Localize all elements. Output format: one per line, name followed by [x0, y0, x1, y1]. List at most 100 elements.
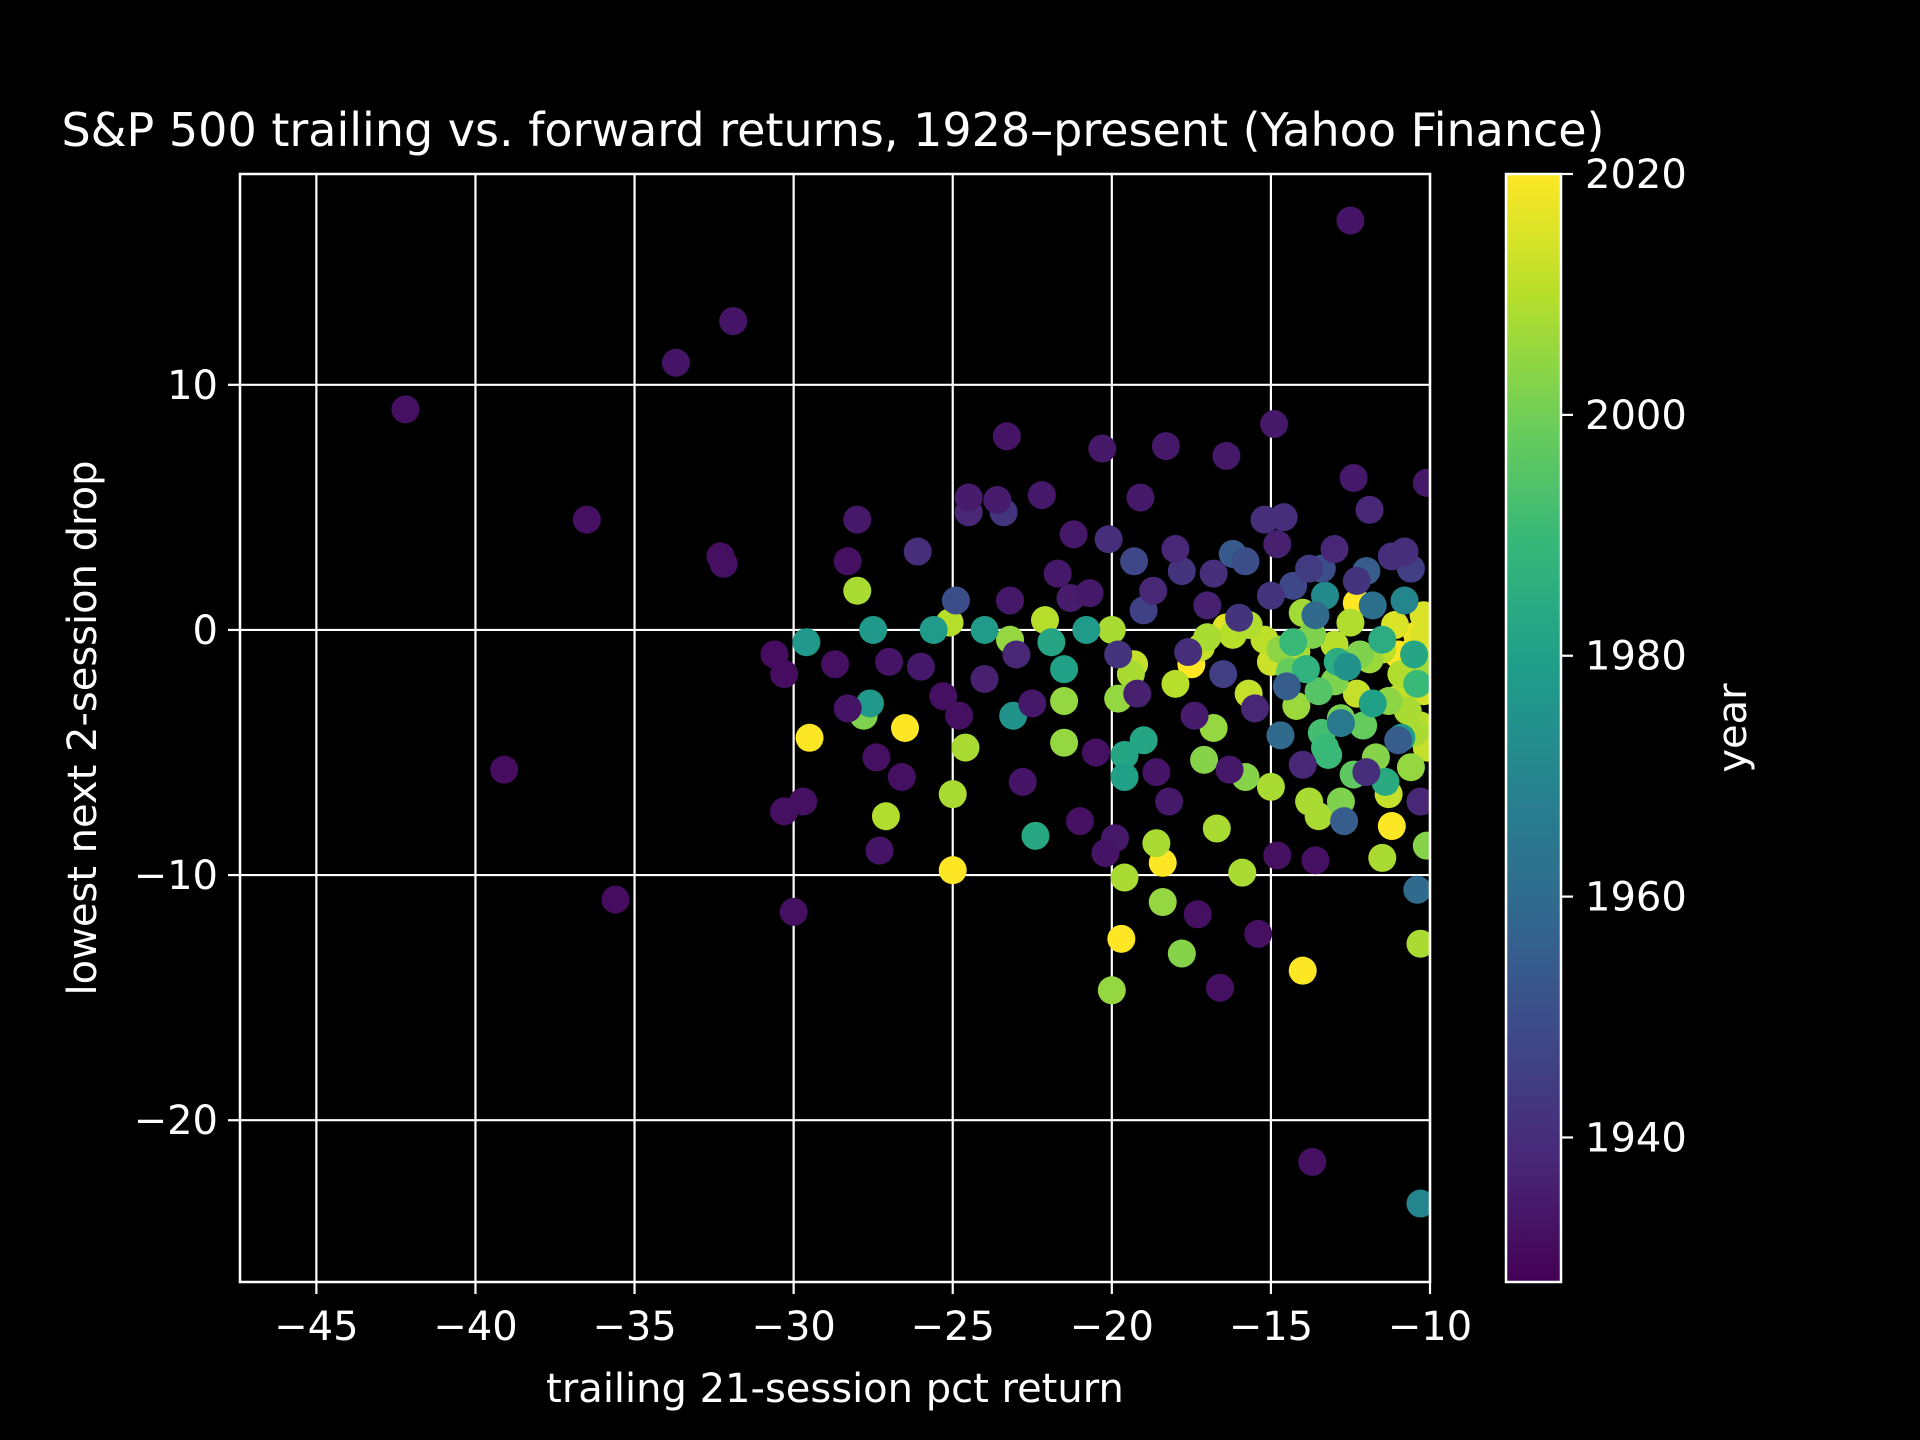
data-point: [1406, 787, 1430, 816]
y-tick-label: −10: [134, 853, 218, 899]
data-point: [1081, 738, 1110, 767]
data-point: [856, 689, 884, 718]
data-point: [1291, 655, 1320, 684]
data-point: [1301, 601, 1330, 630]
data-point: [938, 780, 967, 809]
data-point: [1288, 956, 1317, 985]
x-tick-label: −35: [592, 1304, 676, 1350]
data-point: [1225, 603, 1254, 632]
data-point: [887, 763, 916, 792]
data-point: [1018, 689, 1047, 718]
y-tick-label: −20: [134, 1098, 218, 1144]
data-point: [1031, 606, 1059, 635]
data-point: [951, 733, 980, 762]
data-point: [1075, 579, 1104, 608]
y-axis-ticks: −20 −10 0 10: [134, 363, 240, 1144]
data-point: [1155, 787, 1184, 816]
data-point: [1358, 591, 1387, 620]
x-tick-label: −10: [1388, 1304, 1472, 1350]
data-point: [1148, 888, 1177, 917]
data-point: [1037, 628, 1066, 657]
plot-frame: [238, 172, 1432, 1284]
x-tick-label: −40: [433, 1304, 517, 1350]
colorbar-tick-label: 1960: [1585, 875, 1687, 921]
data-point: [789, 787, 818, 816]
data-point: [1403, 875, 1430, 904]
data-point: [792, 628, 821, 657]
data-point: [903, 537, 932, 566]
data-point: [919, 615, 948, 644]
data-point: [954, 483, 983, 512]
x-tick-label: −15: [1229, 1304, 1313, 1350]
data-point: [1279, 628, 1308, 657]
data-point: [821, 650, 849, 679]
data-point: [1193, 623, 1222, 652]
data-point: [1355, 495, 1384, 524]
data-point: [601, 885, 630, 914]
data-point: [1400, 640, 1429, 669]
data-point: [843, 576, 872, 605]
x-tick-label: −20: [1070, 1304, 1154, 1350]
data-point: [1295, 554, 1324, 583]
data-point: [1358, 689, 1387, 718]
data-point: [1174, 638, 1203, 667]
data-point: [1228, 858, 1257, 887]
data-point: [983, 486, 1012, 515]
data-point: [1241, 694, 1269, 723]
colorbar-frame: [1504, 172, 1563, 1284]
data-point: [1256, 581, 1285, 610]
x-tick-label: −45: [274, 1304, 358, 1350]
data-point: [1161, 535, 1190, 564]
colorbar-tick-label: 2020: [1585, 152, 1687, 198]
data-point: [1215, 755, 1244, 784]
data-point: [1097, 976, 1126, 1005]
data-point: [938, 856, 967, 885]
data-point: [795, 723, 824, 752]
data-point: [1206, 973, 1234, 1002]
data-point: [1384, 726, 1413, 755]
scatter-points: [391, 206, 1430, 1218]
data-point: [1072, 615, 1101, 644]
data-point: [1050, 687, 1079, 716]
data-point: [1202, 814, 1231, 843]
data-point: [1342, 566, 1371, 595]
data-point: [1406, 929, 1430, 958]
data-point: [891, 714, 919, 742]
data-point: [1161, 669, 1190, 698]
data-point: [1021, 821, 1050, 850]
y-tick-label: 10: [167, 363, 218, 409]
data-point: [1050, 655, 1079, 684]
data-point: [1412, 468, 1430, 497]
data-point: [1142, 758, 1171, 787]
data-point: [1311, 733, 1339, 762]
data-point: [1263, 841, 1292, 870]
data-point: [770, 660, 799, 689]
data-point: [1212, 441, 1241, 470]
data-point: [1336, 206, 1365, 235]
colorbar-label: year: [1710, 683, 1756, 773]
data-point: [1288, 750, 1317, 779]
data-point: [1008, 767, 1037, 796]
data-point: [490, 755, 519, 784]
data-point: [1110, 740, 1139, 769]
data-point: [1377, 812, 1406, 841]
data-point: [1094, 525, 1123, 554]
data-point: [1250, 505, 1279, 534]
data-point: [1349, 711, 1378, 740]
x-axis-label: trailing 21-session pct return: [546, 1366, 1124, 1412]
data-point: [1244, 919, 1273, 948]
data-point: [661, 348, 690, 377]
data-point: [862, 743, 891, 772]
data-point: [1027, 481, 1056, 510]
data-point: [1183, 900, 1212, 929]
data-point: [1333, 652, 1362, 681]
data-point: [1377, 542, 1406, 571]
data-point: [906, 652, 935, 681]
data-point: [1231, 547, 1260, 576]
data-point: [843, 505, 872, 534]
chart-title: S&P 500 trailing vs. forward returns, 19…: [61, 103, 1604, 157]
data-point: [1120, 547, 1149, 576]
data-point: [970, 615, 999, 644]
data-point: [709, 549, 738, 578]
